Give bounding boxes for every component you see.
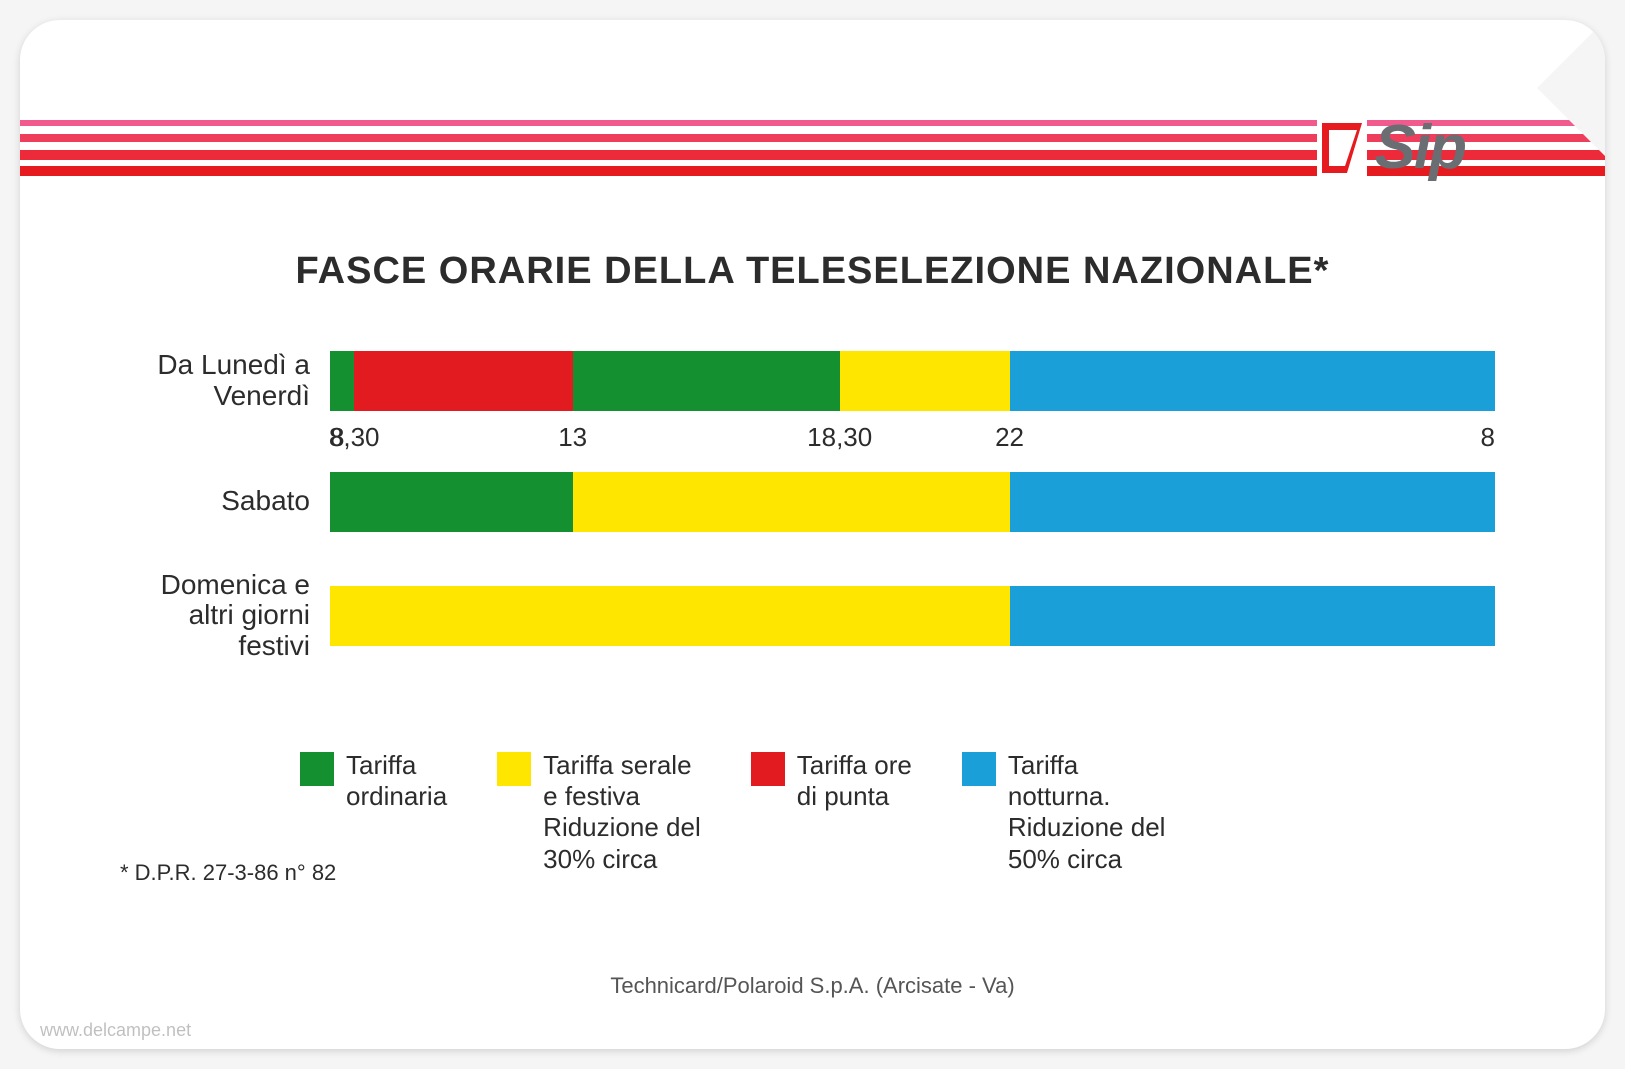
- footnote: * D.P.R. 27-3-86 n° 82: [120, 860, 336, 886]
- bar-track: [330, 472, 1495, 532]
- chart-row-saturday: Sabato: [120, 472, 1495, 532]
- bar-segment: [1010, 586, 1495, 646]
- legend-item: Tariffa ore di punta: [751, 750, 912, 812]
- bar-segment: [330, 351, 354, 411]
- bar-segment: [1010, 351, 1495, 411]
- manufacturer-text: Technicard/Polaroid S.p.A. (Arcisate - V…: [20, 973, 1605, 999]
- legend-item: Tariffa ordinaria: [300, 750, 447, 812]
- bar-segment: [1010, 472, 1495, 532]
- legend-label: Tariffa notturna. Riduzione del 50% circ…: [1008, 750, 1166, 875]
- watermark-text: www.delcampe.net: [40, 1020, 191, 1041]
- axis-tick: 22: [995, 422, 1024, 453]
- row-label: Da Lunedì a Venerdì: [120, 350, 330, 412]
- legend-swatch: [300, 752, 334, 786]
- axis-tick: 8,30: [329, 422, 380, 453]
- axis-tick: 8: [1481, 422, 1495, 453]
- bar-segment: [354, 351, 572, 411]
- legend-swatch: [497, 752, 531, 786]
- chart-legend: Tariffa ordinaria Tariffa serale e festiv…: [300, 750, 1495, 875]
- legend-label: Tariffa ordinaria: [346, 750, 447, 812]
- bar-track: [330, 351, 1495, 411]
- bar-segment: [330, 472, 573, 532]
- legend-label: Tariffa serale e festiva Riduzione del 3…: [543, 750, 701, 875]
- brand-logo-mark-icon: [1317, 118, 1367, 178]
- legend-item: Tariffa notturna. Riduzione del 50% circ…: [962, 750, 1166, 875]
- phone-card: Sip FASCE ORARIE DELLA TELESELEZIONE NAZ…: [20, 20, 1605, 1049]
- legend-swatch: [962, 752, 996, 786]
- bar-segment: [840, 351, 1010, 411]
- chart-title: FASCE ORARIE DELLA TELESELEZIONE NAZIONA…: [20, 250, 1605, 293]
- bar-segment: [330, 586, 1010, 646]
- bar-segment: [573, 472, 1010, 532]
- row-label: Sabato: [120, 486, 330, 517]
- axis-tick: 18,30: [807, 422, 872, 453]
- axis-tick: 13: [558, 422, 587, 453]
- legend-swatch: [751, 752, 785, 786]
- bar-segment: [573, 351, 840, 411]
- row-label: Domenica e altri giorni festivi: [120, 570, 330, 662]
- chart-row-weekdays: Da Lunedì a Venerdì: [120, 350, 1495, 412]
- axis-track: 88,301318,30228: [330, 422, 1495, 454]
- legend-item: Tariffa serale e festiva Riduzione del 3…: [497, 750, 701, 875]
- legend-label: Tariffa ore di punta: [797, 750, 912, 812]
- chart-row-sunday: Domenica e altri giorni festivi: [120, 570, 1495, 662]
- time-axis: 88,301318,30228: [120, 422, 1495, 454]
- brand-logo-text: Sip: [1375, 112, 1465, 183]
- brand-logo: Sip: [1317, 112, 1465, 183]
- chart-area: Da Lunedì a Venerdì 88,301318,30228 Saba…: [120, 350, 1495, 672]
- bar-track: [330, 586, 1495, 646]
